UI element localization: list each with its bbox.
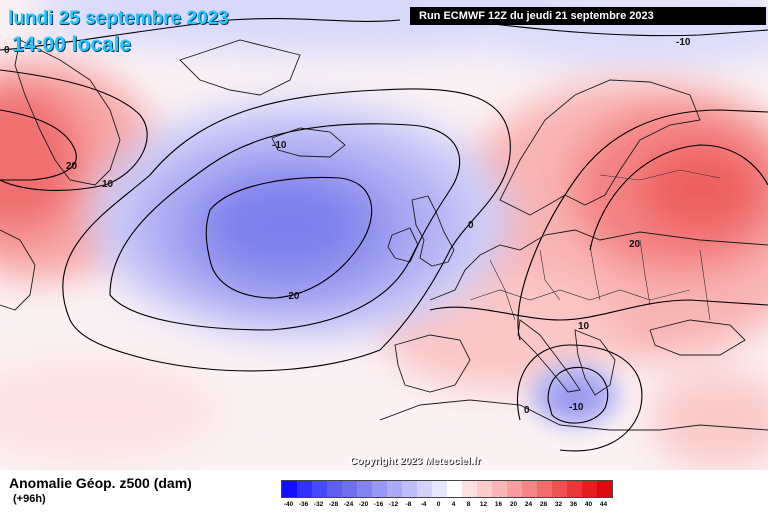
- coastlines: [0, 39, 768, 431]
- colorbar-swatch: [522, 481, 537, 497]
- colorbar-tick-label: -12: [388, 501, 399, 508]
- colorbar-tick-labels: -40 -36 -32 -28 -24 -20 -16 -12 -8 -4 0 4 8 12 16 20 24 2…: [281, 501, 617, 511]
- colorbar-swatch: [447, 481, 462, 497]
- contour-label: 10: [102, 179, 114, 190]
- colorbar-swatch: [492, 481, 507, 497]
- contour-label: 0: [468, 220, 474, 231]
- colorbar-tick-label: -8: [405, 501, 412, 508]
- contour-label: -20: [285, 291, 300, 302]
- contour-label: 20: [629, 239, 641, 250]
- colorbar-tick-label: -28: [328, 501, 339, 508]
- contour-label: -10: [676, 37, 691, 48]
- colorbar-tick-label: 16: [494, 501, 503, 508]
- colorbar-swatch: [477, 481, 492, 497]
- colorbar-swatch: [297, 481, 312, 497]
- colorbar-tick-label: -24: [343, 501, 354, 508]
- colorbar-swatch: [567, 481, 582, 497]
- contour-label: 0: [4, 45, 10, 56]
- colorbar-tick-label: 44: [599, 501, 608, 508]
- colorbar-tick-label: 40: [584, 501, 593, 508]
- colorbar-swatch: [312, 481, 327, 497]
- contour-label: 20: [66, 161, 78, 172]
- ionian-low-shading: [530, 363, 620, 427]
- colorbar-tick-label: 32: [554, 501, 563, 508]
- colorbar-tick-label: 4: [451, 501, 456, 508]
- forecast-local-time: 14:00 locale: [12, 33, 132, 56]
- colorbar-tick-label: 0: [436, 501, 441, 508]
- lead-time: (+96h): [13, 493, 46, 505]
- colorbar-tick-label: 36: [569, 501, 578, 508]
- legend-panel: Anomalie Géop. z500 (dam) (+96h) -40 -36-…: [0, 470, 768, 512]
- colorbar-swatch: [507, 481, 522, 497]
- country-borders: [469, 169, 721, 321]
- colorbar-tick-label: -16: [373, 501, 384, 508]
- colorbar-swatch: [327, 481, 342, 497]
- contour-label: 0: [524, 405, 530, 416]
- model-run-info: Run ECMWF 12Z du jeudi 21 septembre 2023: [410, 7, 766, 25]
- colorbar-tick-label: -20: [358, 501, 369, 508]
- colorbar-swatch: [432, 481, 447, 497]
- colorbar-swatch: [402, 481, 417, 497]
- colorbar-tick-label: -40: [283, 501, 294, 508]
- contour-label: -10: [569, 402, 584, 413]
- colorbar-tick-label: -4: [420, 501, 427, 508]
- colorbar-swatch: [357, 481, 372, 497]
- colorbar-swatch: [582, 481, 597, 497]
- colorbar-tick-label: 24: [524, 501, 533, 508]
- colorbar-swatch: [342, 481, 357, 497]
- anomaly-map: -10 -20 -10 20 10 0 0 10 20 -10 0 lundi …: [0, 0, 768, 470]
- atlantic-trough-shading: [90, 100, 510, 340]
- colorbar-swatch: [462, 481, 477, 497]
- colorbar-swatch: [552, 481, 567, 497]
- colorbar-tick-label: 8: [466, 501, 471, 508]
- positive-anomaly-shading: [0, 60, 768, 470]
- colorbar-swatch: [372, 481, 387, 497]
- colorbar-swatch: [597, 481, 612, 497]
- map-canvas: -10 -20 -10 20 10 0 0 10 20 -10 0: [0, 0, 768, 470]
- colorbar-tick-label: -32: [313, 501, 324, 508]
- colorbar-tick-label: 28: [539, 501, 548, 508]
- colorbar-swatch: [282, 481, 297, 497]
- colorbar-swatch: [417, 481, 432, 497]
- contour-label: -10: [272, 140, 287, 151]
- contour-lines: [0, 18, 768, 452]
- contour-label: 10: [578, 321, 590, 332]
- colorbar: [281, 480, 613, 498]
- colorbar-tick-label: 20: [509, 501, 518, 508]
- colorbar-swatch: [387, 481, 402, 497]
- forecast-date-title: lundi 25 septembre 2023: [8, 8, 229, 29]
- contour-labels: -10 -20 -10 20 10 0 0 10 20 -10 0: [4, 37, 691, 416]
- copyright-text: Copyright 2023 Meteociel.fr: [350, 456, 481, 467]
- field-title: Anomalie Géop. z500 (dam): [9, 475, 192, 491]
- colorbar-tick-label: 12: [479, 501, 488, 508]
- colorbar-swatch: [537, 481, 552, 497]
- colorbar-tick-label: -36: [298, 501, 309, 508]
